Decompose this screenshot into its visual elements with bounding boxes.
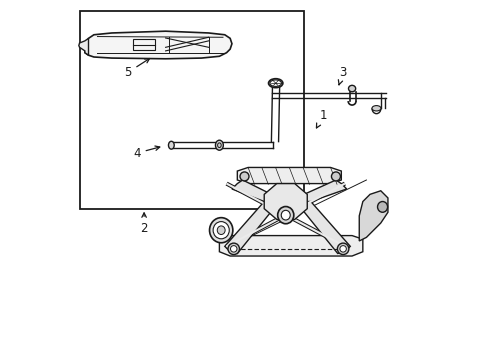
Bar <box>80 12 303 209</box>
Polygon shape <box>85 31 231 59</box>
Ellipse shape <box>339 246 346 252</box>
Text: 4: 4 <box>133 146 160 159</box>
Ellipse shape <box>227 243 239 255</box>
Ellipse shape <box>240 172 248 181</box>
Ellipse shape <box>213 222 229 239</box>
Ellipse shape <box>377 202 387 212</box>
Text: 5: 5 <box>124 59 149 79</box>
Polygon shape <box>300 202 349 253</box>
Polygon shape <box>79 39 88 55</box>
Polygon shape <box>237 167 341 184</box>
Text: 2: 2 <box>140 213 147 235</box>
Text: 1: 1 <box>316 109 326 128</box>
Ellipse shape <box>348 85 355 92</box>
Ellipse shape <box>268 79 282 87</box>
Ellipse shape <box>230 246 237 252</box>
Polygon shape <box>219 235 362 256</box>
Ellipse shape <box>277 207 293 224</box>
Ellipse shape <box>217 226 224 234</box>
Ellipse shape <box>331 172 340 181</box>
Polygon shape <box>224 202 274 253</box>
Text: 3: 3 <box>338 66 346 85</box>
Ellipse shape <box>209 218 232 243</box>
Ellipse shape <box>168 141 174 149</box>
Polygon shape <box>231 180 274 202</box>
Ellipse shape <box>337 243 348 255</box>
Ellipse shape <box>281 210 290 220</box>
Ellipse shape <box>371 105 380 111</box>
Polygon shape <box>300 180 346 202</box>
Ellipse shape <box>215 140 223 150</box>
Ellipse shape <box>269 80 281 86</box>
Polygon shape <box>264 184 306 220</box>
Polygon shape <box>359 191 387 241</box>
